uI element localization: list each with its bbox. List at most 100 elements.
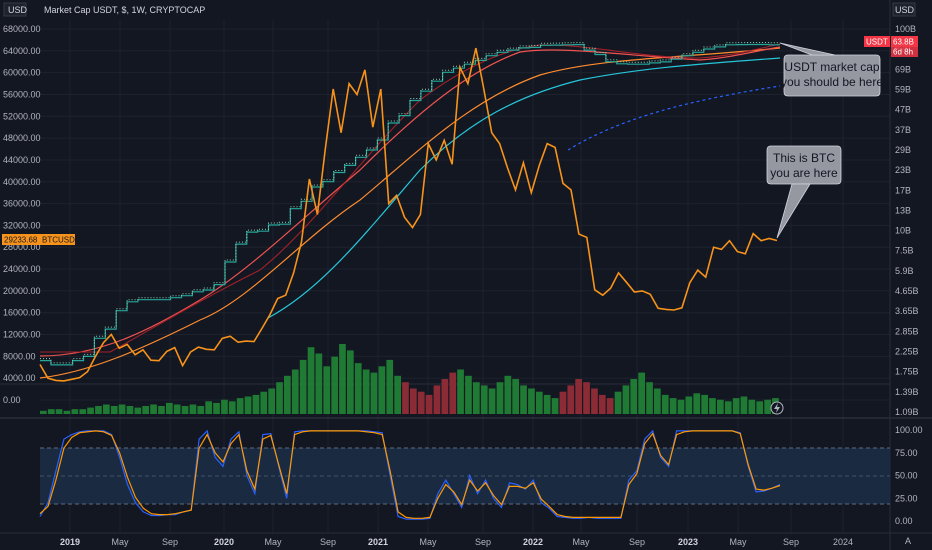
usdt-note-line-1: USDT market cap — [784, 60, 879, 74]
volume-bar — [575, 379, 582, 414]
lightning-icon[interactable] — [770, 401, 784, 415]
stoch-d-line — [39, 430, 781, 519]
volume-bar — [260, 391, 268, 414]
volume-bar — [630, 379, 638, 414]
left-tick-label: 24000.00 — [3, 264, 41, 274]
volume-bar — [598, 394, 606, 414]
volume-bar — [528, 388, 535, 414]
volume-bar — [748, 399, 756, 414]
volume-bar — [347, 350, 354, 414]
left-axis: 68000.00 64000.00 60000.00 56000.00 52000.00… — [3, 24, 41, 405]
volume-bar — [173, 404, 181, 414]
volume-bar — [465, 375, 472, 414]
x-tick-label: 2023 — [678, 537, 698, 547]
left-tick-label: 4000.00 — [3, 373, 36, 383]
volume-bar — [614, 391, 622, 414]
x-tick-label: Sep — [475, 537, 491, 547]
volume-bar — [370, 372, 378, 414]
left-tick-label: 16000.00 — [3, 308, 41, 318]
volume-bar — [433, 385, 441, 414]
left-tick-label: 40000.00 — [3, 177, 41, 187]
left-tick-label: 32000.00 — [3, 220, 41, 230]
volume-bar — [591, 388, 598, 414]
btc-note-line-2: you are here — [770, 166, 838, 180]
volume-bar — [536, 391, 543, 414]
volume-bar — [512, 379, 519, 414]
usdt-value-label: 63.8B — [893, 38, 914, 47]
btc-price-tag: 29233.68 BTCUSD — [2, 234, 75, 245]
volume-bar — [158, 406, 165, 414]
right-tick-label: 69B — [895, 64, 911, 74]
volume-bar — [559, 391, 567, 414]
volume-bars — [40, 344, 779, 414]
volume-bar — [331, 356, 338, 414]
volume-bar — [103, 404, 110, 414]
volume-bar — [654, 388, 661, 414]
left-tick-label: 0.00 — [3, 395, 21, 405]
volume-bar — [354, 363, 362, 414]
volume-bar — [410, 388, 417, 414]
right-currency-label[interactable]: USD — [895, 5, 915, 15]
volume-bar — [95, 406, 102, 414]
settings-icon[interactable]: A — [905, 536, 911, 546]
left-tick-label: 60000.00 — [3, 68, 41, 78]
volume-bar — [79, 409, 87, 414]
volume-bar — [87, 407, 94, 414]
volume-bar — [425, 394, 433, 414]
btc-callout: This is BTC you are here — [766, 145, 842, 239]
volume-bar — [709, 398, 716, 414]
volume-bar — [677, 399, 685, 414]
x-tick-label: Sep — [629, 537, 645, 547]
right-tick-label: 3.65B — [895, 306, 919, 316]
volume-bar — [622, 385, 630, 414]
volume-bar — [669, 398, 677, 414]
volume-bar — [63, 410, 71, 414]
x-tick-label: 2020 — [214, 537, 234, 547]
btc-tag-label: BTCUSD — [42, 236, 75, 245]
volume-bar — [693, 393, 701, 414]
usdt-tag-label: USDT — [866, 38, 888, 47]
right-tick-label: 1.39B — [895, 387, 919, 397]
stoch-tick-label: 25.00 — [895, 493, 918, 503]
volume-bar — [268, 388, 275, 414]
volume-bar — [150, 404, 157, 414]
volume-bar — [473, 382, 480, 414]
usdt-price-tag: USDT 63.8B 6d 8h — [864, 36, 918, 57]
time-axis: 2019 May Sep 2020 May Sep 2021 May Sep 2022 May Sep… — [60, 537, 853, 547]
ma-teal-line — [267, 57, 781, 319]
stoch-tick-label: 0.00 — [895, 516, 913, 526]
volume-bar — [126, 406, 134, 414]
stoch-tick-label: 100.00 — [895, 425, 923, 435]
volume-bar — [166, 402, 173, 414]
usdt-note-line-2: you should be here — [781, 75, 883, 89]
volume-bar — [299, 359, 307, 414]
left-currency-label[interactable]: USD — [8, 5, 28, 15]
right-tick-label: 47B — [895, 105, 911, 115]
right-tick-label: 23B — [895, 165, 911, 175]
volume-bar — [142, 406, 149, 414]
volume-bar — [496, 382, 504, 414]
volume-bar — [134, 407, 142, 414]
volume-bar — [118, 404, 126, 414]
volume-bar — [339, 344, 346, 414]
left-tick-label: 56000.00 — [3, 89, 41, 99]
volume-bar — [724, 401, 732, 414]
volume-bar — [701, 394, 708, 414]
volume-bar — [276, 382, 283, 414]
volume-bar — [717, 399, 724, 414]
x-tick-label: Sep — [783, 537, 799, 547]
right-tick-label: 2.25B — [895, 347, 919, 357]
x-tick-label: Sep — [162, 537, 178, 547]
volume-bar — [221, 399, 228, 414]
volume-bar — [55, 409, 63, 414]
right-tick-label: 29B — [895, 145, 911, 155]
x-tick-label: Sep — [320, 537, 336, 547]
btc-value-label: 29233.68 — [4, 236, 38, 245]
right-tick-label: 5.9B — [895, 266, 914, 276]
x-tick-label: May — [111, 537, 129, 547]
volume-bar — [756, 401, 764, 414]
volume-bar — [47, 409, 55, 414]
volume-bar — [213, 402, 220, 414]
volume-bar — [110, 406, 118, 414]
